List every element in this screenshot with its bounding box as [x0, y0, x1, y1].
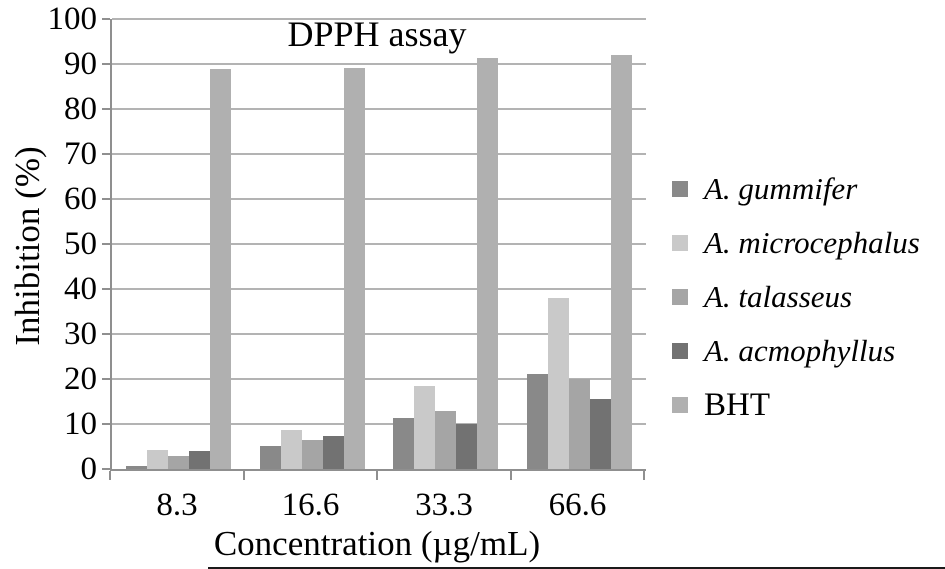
bar-a-microcephalus-16.6 — [280, 429, 302, 469]
x-axis-tick — [376, 471, 378, 480]
y-axis-tick — [102, 63, 110, 65]
gridline — [112, 288, 646, 290]
y-tick-label: 50 — [64, 226, 97, 262]
legend-item: A. talasseus — [672, 270, 920, 324]
bar-bht-33.3 — [477, 57, 499, 469]
x-axis-tick — [109, 471, 111, 480]
legend-swatch-icon — [672, 397, 688, 413]
y-axis-tick — [102, 108, 110, 110]
legend-swatch-icon — [672, 343, 688, 359]
bar-a-gummifer-33.3 — [393, 418, 415, 469]
legend-label: A. microcephalus — [704, 225, 920, 260]
gridline — [112, 108, 646, 110]
y-axis-tick — [102, 423, 110, 425]
gridline — [112, 243, 646, 245]
legend-item: BHT — [672, 378, 920, 432]
legend-swatch-icon — [672, 235, 688, 251]
y-axis-tick — [102, 153, 110, 155]
bar-a-talasseus-33.3 — [435, 410, 457, 469]
y-tick-label: 90 — [64, 46, 97, 82]
legend-item: A. gummifer — [672, 162, 920, 216]
bar-a-acmophyllus-66.6 — [589, 398, 611, 469]
bar-bht-16.6 — [343, 67, 365, 469]
bar-bht-8.3 — [210, 68, 232, 469]
gridline — [112, 18, 646, 20]
y-tick-label: 100 — [47, 1, 98, 37]
y-tick-label: 40 — [64, 271, 97, 307]
legend-swatch-icon — [672, 289, 688, 305]
bar-bht-66.6 — [610, 55, 632, 469]
y-axis-tick — [102, 198, 110, 200]
legend: A. gummifer A. microcephalus A. talasseus A… — [672, 162, 920, 432]
x-tick-label: 8.3 — [156, 487, 198, 523]
bar-a-talasseus-66.6 — [568, 379, 590, 469]
legend-item: A. acmophyllus — [672, 324, 920, 378]
bar-a-talasseus-8.3 — [168, 456, 190, 469]
chart-title: DPPH assay — [287, 14, 467, 54]
bar-a-acmophyllus-16.6 — [322, 436, 344, 469]
y-tick-label: 80 — [64, 91, 97, 127]
bar-a-gummifer-66.6 — [526, 373, 548, 469]
bar-a-talasseus-16.6 — [301, 439, 323, 469]
bar-a-acmophyllus-8.3 — [189, 450, 211, 469]
x-tick-label: 66.6 — [548, 487, 607, 523]
figure-border-line — [208, 567, 945, 569]
gridline — [112, 378, 646, 380]
legend-label: A. acmophyllus — [704, 333, 896, 368]
legend-label: A. talasseus — [704, 279, 853, 314]
gridline — [112, 153, 646, 155]
bar-a-gummifer-16.6 — [259, 445, 281, 469]
y-tick-label: 10 — [64, 406, 97, 442]
y-tick-label: 70 — [64, 136, 97, 172]
legend-swatch-icon — [672, 181, 688, 197]
y-tick-label: 30 — [64, 316, 97, 352]
y-axis-tick — [102, 243, 110, 245]
y-axis-tick — [102, 288, 110, 290]
x-tick-label: 16.6 — [281, 487, 340, 523]
bar-a-microcephalus-33.3 — [414, 385, 436, 469]
bar-a-microcephalus-8.3 — [147, 450, 169, 469]
gridline — [112, 333, 646, 335]
y-axis-tick — [102, 333, 110, 335]
x-axis-title: Concentration (µg/mL) — [213, 524, 541, 563]
bar-a-acmophyllus-33.3 — [456, 424, 478, 469]
bar-a-microcephalus-66.6 — [547, 298, 569, 469]
y-tick-label: 0 — [80, 451, 98, 487]
y-axis-tick — [102, 18, 110, 20]
x-axis-tick — [643, 471, 645, 480]
x-axis-tick — [242, 471, 245, 480]
y-axis-tick — [102, 468, 110, 470]
legend-item: A. microcephalus — [672, 216, 920, 270]
gridline — [112, 63, 646, 65]
legend-label: BHT — [704, 386, 770, 423]
gridline — [112, 198, 646, 200]
y-axis-tick — [102, 378, 110, 380]
x-tick-label: 33.3 — [415, 487, 473, 523]
bar-a-gummifer-8.3 — [126, 466, 148, 469]
y-tick-label: 60 — [64, 181, 97, 217]
legend-label: A. gummifer — [704, 171, 858, 206]
gridline — [112, 423, 646, 425]
y-tick-label: 20 — [64, 361, 97, 397]
plot-area — [110, 18, 646, 471]
x-axis-tick — [509, 471, 512, 480]
